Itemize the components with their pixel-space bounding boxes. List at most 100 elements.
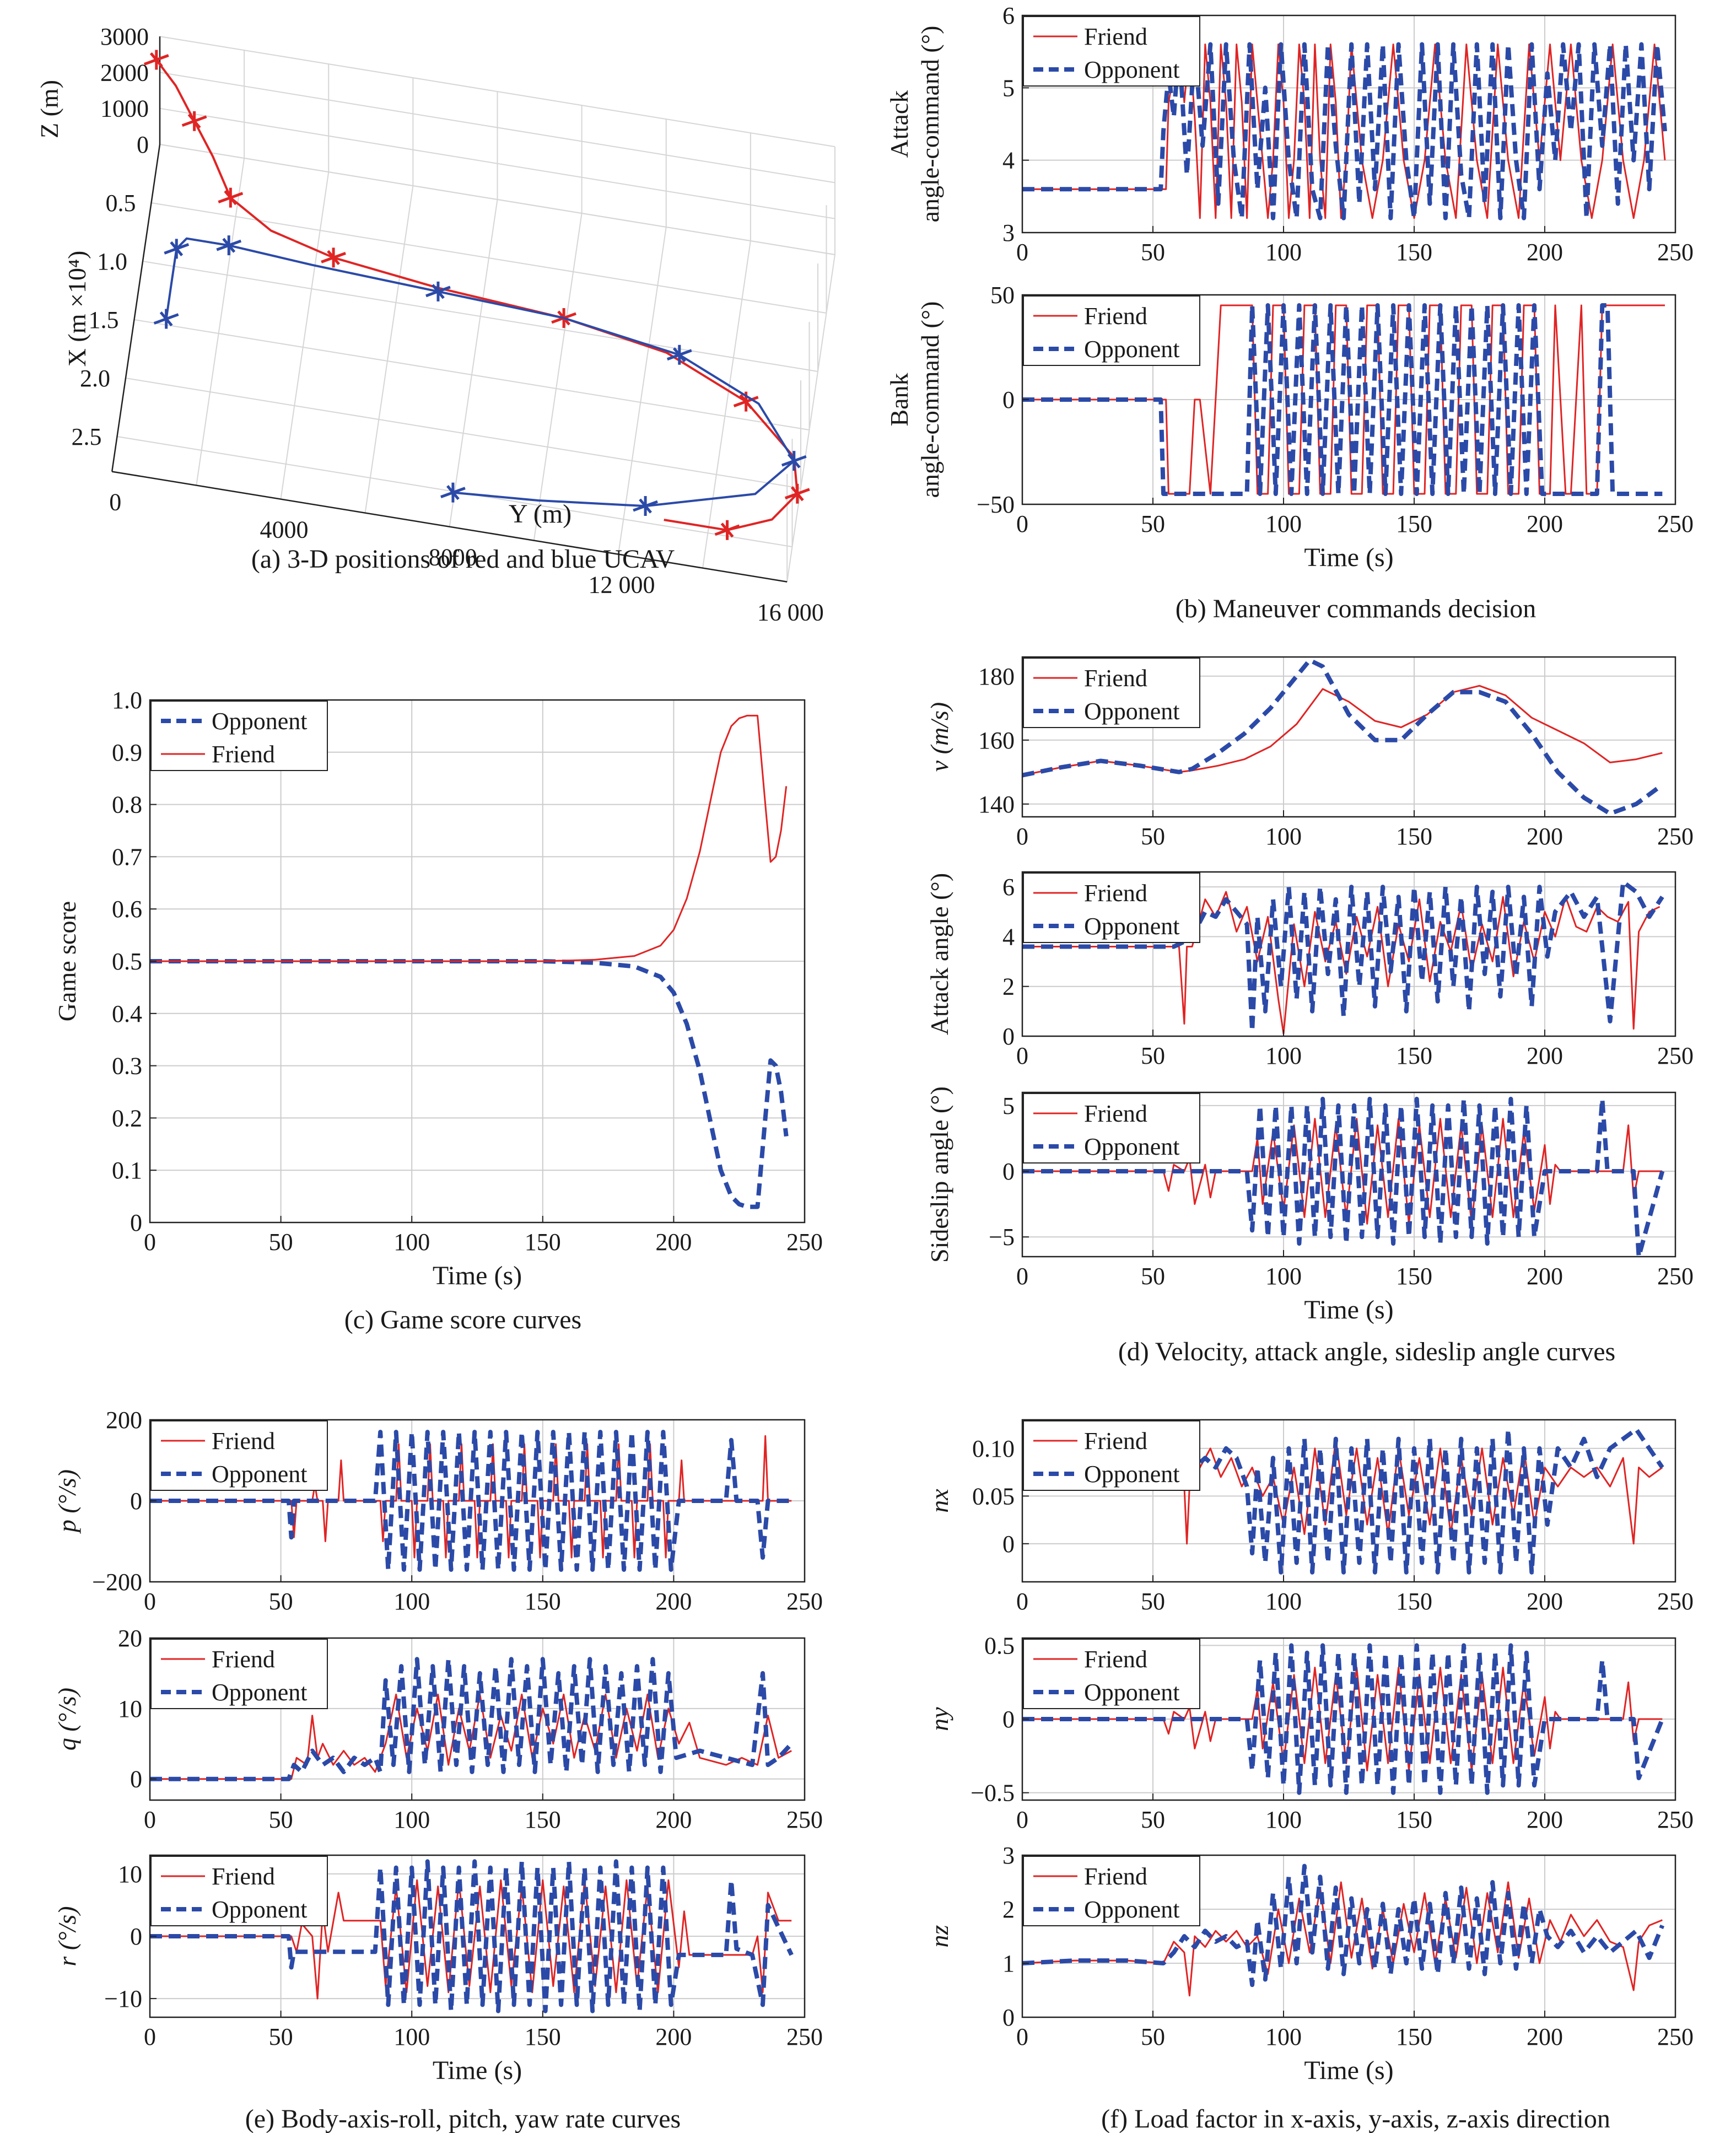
legend-label-opponent: Opponent bbox=[1084, 1133, 1180, 1160]
x-axis-label: Time (s) bbox=[433, 2056, 522, 2085]
x-tick-label: 50 bbox=[1141, 1042, 1165, 1069]
y-tick-label: 200 bbox=[106, 1407, 142, 1434]
plot-frame bbox=[1021, 1091, 1676, 1258]
plot-f1: 0 50 100 150 200 250 0 0.05 0.10 nx Friend Opponent bbox=[925, 1419, 1694, 1615]
legend-label-opponent: Opponent bbox=[1084, 336, 1180, 363]
x-tick-label: 250 bbox=[1657, 1042, 1694, 1069]
trajectory-opponent bbox=[165, 237, 795, 508]
x-axis-line bbox=[111, 144, 161, 472]
x-tick-label: 200 bbox=[655, 2023, 692, 2050]
y-tick-label: −200 bbox=[92, 1569, 142, 1596]
x-tick-label: 0 bbox=[1016, 1042, 1028, 1069]
z-axis-label-text: Z (m) bbox=[35, 80, 63, 138]
legend-box bbox=[150, 1420, 328, 1491]
legend-box bbox=[150, 1856, 328, 1926]
x-tick-label: 150 bbox=[1396, 2023, 1432, 2050]
x-tick-label: 0 bbox=[144, 2023, 156, 2050]
y-axis-label-text: nz bbox=[925, 1925, 953, 1947]
x-tick-label: 0 bbox=[1016, 239, 1028, 266]
y-tick-label: −50 bbox=[977, 491, 1015, 518]
legend-box bbox=[1023, 1420, 1200, 1491]
grid-line-floor-y bbox=[702, 240, 751, 568]
x-tick-label: 50 bbox=[1141, 1588, 1165, 1615]
legend-box bbox=[1023, 1639, 1200, 1709]
x-axis-label: Time (s) bbox=[1304, 1295, 1393, 1324]
y-tick-label: 10 bbox=[118, 1695, 142, 1722]
x-tick-label: 150 bbox=[525, 1229, 561, 1256]
x-tick-label: 200 bbox=[1527, 1042, 1563, 1069]
y-tick-label: 0 bbox=[1002, 1706, 1015, 1733]
x-tick-label: 150 bbox=[1396, 823, 1432, 850]
y-tick-label: 1 bbox=[1002, 1950, 1015, 1977]
x-axis-label: Time (s) bbox=[1304, 2056, 1393, 2085]
y-axis-label-text: nx bbox=[925, 1489, 953, 1513]
grid-line-floor-y bbox=[280, 171, 330, 499]
plot-b1: 0 50 100 150 200 250 3 4 5 6 Attack angle-command (… bbox=[885, 2, 1694, 266]
y-tick-label: 0 bbox=[130, 1766, 142, 1793]
plot-d1: 0 50 100 150 200 250 140 160 180 v (m/s) Friend Opp… bbox=[925, 656, 1694, 850]
y-tick-label: 0 bbox=[1002, 1158, 1015, 1185]
y-axis-label-text: Attack angle (°) bbox=[925, 873, 953, 1035]
x-tick-label: 250 bbox=[1657, 1263, 1694, 1290]
y-axis-label: q (°/s) bbox=[53, 1688, 81, 1750]
x-tick-label: 250 bbox=[786, 1588, 823, 1615]
z-tick-label: 1000 bbox=[100, 95, 149, 122]
x-tick-label: 0.5 bbox=[106, 190, 136, 217]
legend-box bbox=[1023, 658, 1200, 728]
y-tick-label: 0 bbox=[1002, 386, 1015, 413]
y-tick-label: 0.4 bbox=[112, 1000, 142, 1027]
series-line-opponent bbox=[1022, 42, 1667, 220]
y-tick-label: 160 bbox=[978, 727, 1015, 754]
grid-line-floor-y bbox=[449, 199, 498, 527]
legend-box bbox=[1023, 295, 1200, 366]
legend-label-opponent: Opponent bbox=[1084, 698, 1180, 725]
legend-label-friend: Friend bbox=[212, 1428, 275, 1455]
legend-label-opponent: Opponent bbox=[212, 708, 308, 735]
x-tick-label: 250 bbox=[1657, 823, 1694, 850]
y-axis-label-text: p (°/s) bbox=[53, 1469, 81, 1534]
x-tick-label: 250 bbox=[1657, 1806, 1694, 1833]
plot-frame bbox=[149, 1637, 806, 1801]
x-tick-label: 200 bbox=[655, 1806, 692, 1833]
y-axis-line bbox=[111, 471, 788, 583]
y-tick-label: 4 bbox=[1002, 923, 1015, 950]
legend-label-friend: Friend bbox=[212, 1646, 275, 1673]
plot-c: 0 50 100 150 200 250 0 0.1 0.2 0.3 0.4 0.5 0.6 0.7 0.8… bbox=[53, 687, 823, 1290]
y-axis-label-line: angle-command (°) bbox=[916, 301, 944, 498]
y-tick-label: 0.9 bbox=[112, 739, 142, 766]
y-tick-label: 0 bbox=[1002, 1023, 1015, 1050]
series-line-opponent bbox=[1022, 880, 1664, 1033]
aircraft-icon-opponent bbox=[440, 482, 466, 503]
legend: Friend Opponent bbox=[1023, 658, 1200, 728]
legend: Friend Opponent bbox=[1023, 1856, 1200, 1926]
y-tick-label: 4 bbox=[1002, 147, 1015, 174]
y-tick-label: 0.6 bbox=[112, 896, 142, 923]
aircraft-icon-opponent bbox=[153, 309, 179, 329]
x-tick-label: 200 bbox=[1527, 2023, 1563, 2050]
legend-label-friend: Friend bbox=[1084, 1863, 1147, 1890]
x-tick-label: 200 bbox=[655, 1229, 692, 1256]
x-tick-label: 200 bbox=[1527, 1263, 1563, 1290]
y-tick-label: 0 bbox=[1002, 1531, 1015, 1558]
x-tick-label: 250 bbox=[786, 1806, 823, 1833]
legend-box bbox=[150, 1639, 328, 1709]
x-tick-label: 50 bbox=[1141, 1263, 1165, 1290]
y-axis-label-text: ny bbox=[925, 1707, 953, 1731]
x-tick-label: 250 bbox=[1657, 2023, 1694, 2050]
legend-label-friend: Friend bbox=[1084, 1100, 1147, 1127]
y-tick-label: 2 bbox=[1002, 973, 1015, 1000]
y-tick-label: 6 bbox=[1002, 874, 1015, 901]
x-tick-label: 0 bbox=[1016, 1806, 1028, 1833]
legend: Friend Opponent bbox=[150, 1420, 328, 1491]
aircraft-icon-opponent bbox=[164, 239, 190, 259]
x-axis-label-text: X (m ×10⁴) bbox=[63, 251, 91, 367]
y-tick-label: 5 bbox=[1002, 1092, 1015, 1119]
x-tick-label: 50 bbox=[1141, 510, 1165, 537]
y-tick-label: 0.10 bbox=[972, 1435, 1015, 1462]
plot-d2: 0 50 100 150 200 250 0 2 4 6 Attack angle (°) Frien… bbox=[925, 871, 1694, 1069]
x-tick-label: 150 bbox=[1396, 239, 1432, 266]
y-axis-label: Bank angle-command (°) bbox=[885, 301, 944, 498]
x-tick-label: 0 bbox=[1016, 1263, 1028, 1290]
